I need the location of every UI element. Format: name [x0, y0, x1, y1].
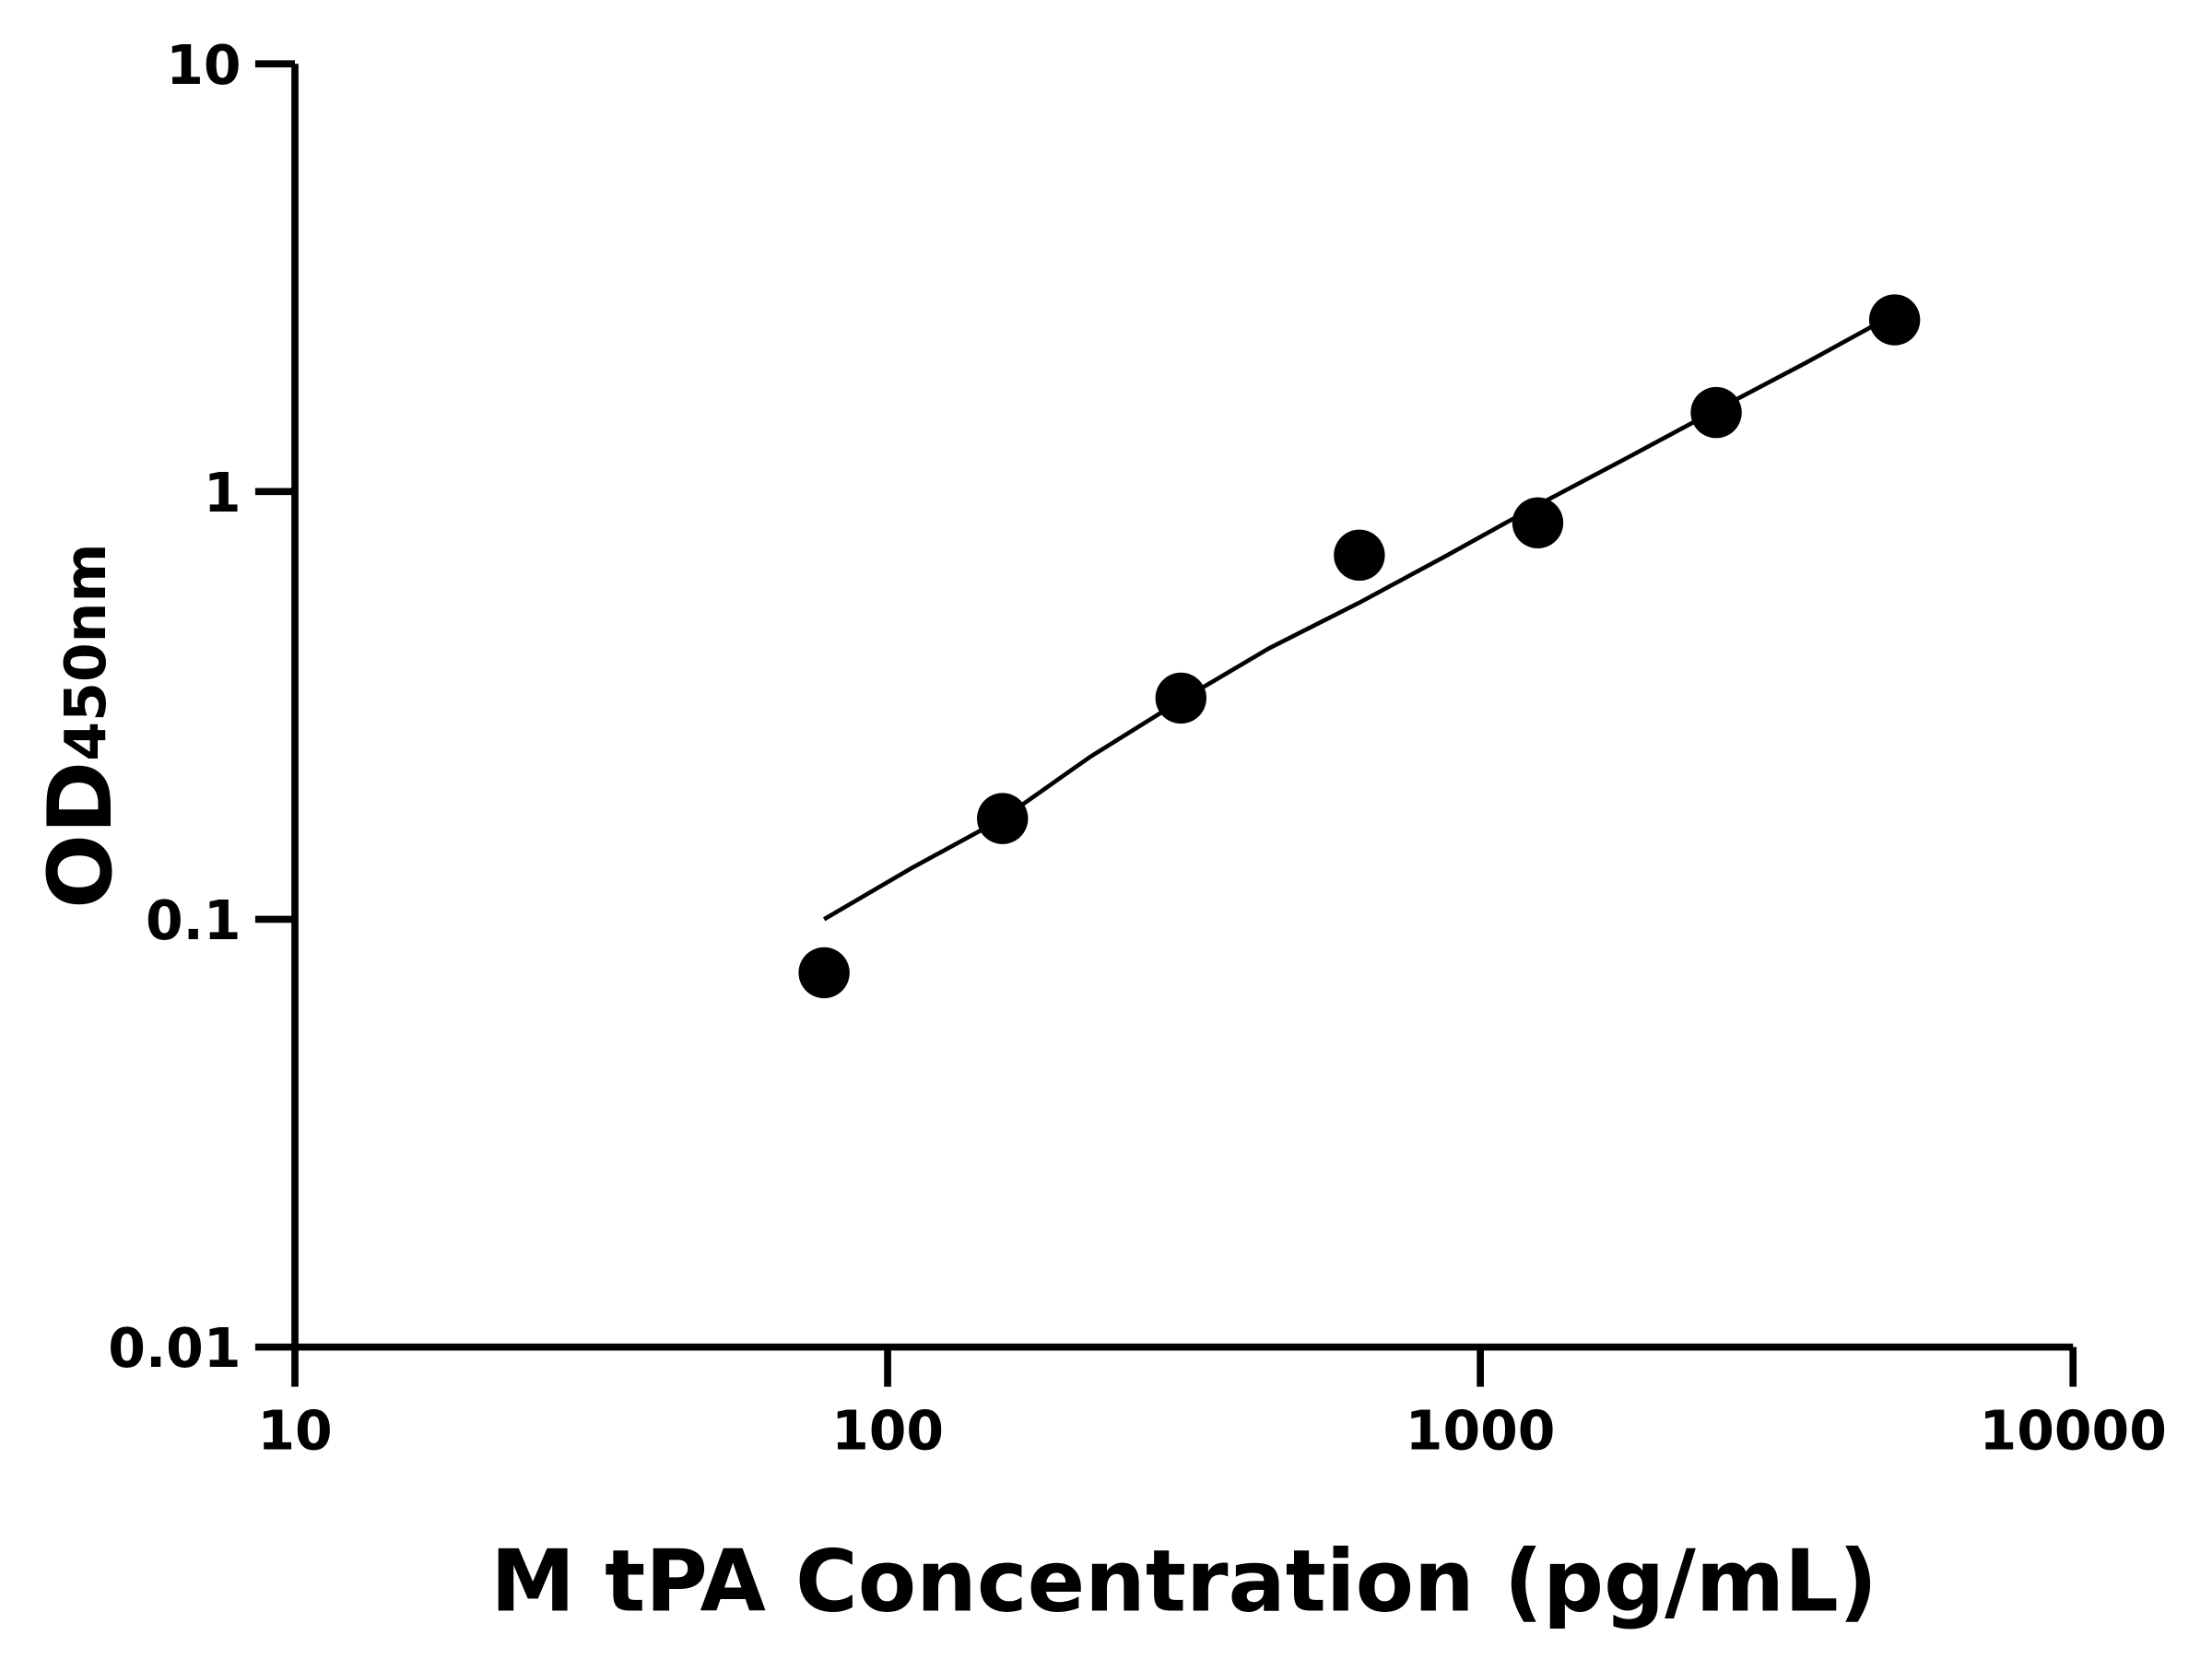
data-points: [798, 294, 1921, 999]
data-point: [1868, 294, 1921, 346]
y-axis-label-main: OD: [29, 761, 132, 909]
y-axis-label-subscript: 450nm: [53, 543, 119, 760]
y-tick-label: 10: [166, 34, 241, 97]
data-point: [1690, 386, 1742, 439]
axes: [291, 64, 2074, 1351]
y-tick-label: 0.1: [146, 889, 241, 952]
x-tick-label: 10: [257, 1399, 332, 1462]
y-axis-label: OD450nm: [29, 543, 132, 909]
x-axis-label: M tPA Concentration (pg/mL): [490, 1532, 1877, 1631]
data-point: [798, 947, 850, 999]
data-point: [1512, 497, 1564, 548]
x-tick-label: 1000: [1406, 1399, 1556, 1462]
ticks: 0.01 0.1 1 10 10 100 1000 10000: [108, 34, 2167, 1463]
x-tick-label: 100: [831, 1399, 944, 1462]
data-point: [1155, 672, 1206, 724]
data-point: [1334, 529, 1385, 582]
data-point: [977, 793, 1029, 844]
y-tick-label: 1: [204, 462, 241, 524]
x-tick-label: 10000: [1980, 1399, 2167, 1462]
y-tick-label: 0.01: [108, 1317, 241, 1380]
